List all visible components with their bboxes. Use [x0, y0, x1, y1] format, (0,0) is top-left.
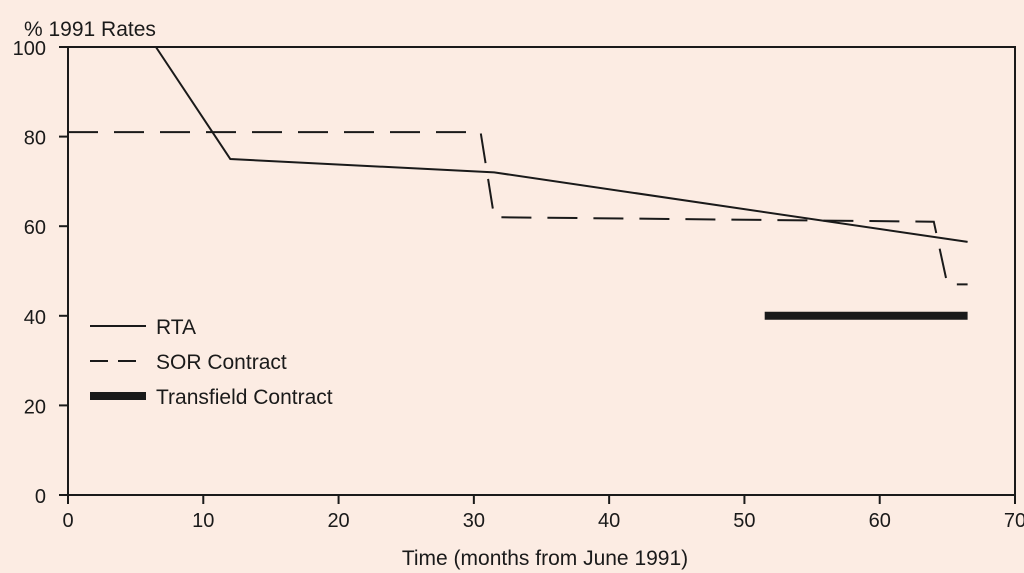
- x-tick-label: 0: [62, 510, 73, 532]
- y-tick-label: 0: [35, 486, 46, 508]
- x-axis-title: Time (months from June 1991): [402, 547, 688, 570]
- x-tick-label: 30: [463, 510, 485, 532]
- y-tick-label: 60: [24, 217, 46, 239]
- legend: RTA SOR Contract Transfield Contract: [90, 316, 333, 409]
- x-tick-label: 40: [598, 510, 620, 532]
- legend-label-transfield-contract: Transfield Contract: [156, 386, 333, 409]
- y-tick-label: 100: [13, 38, 46, 60]
- y-tick-label: 40: [24, 307, 46, 329]
- y-tick-label: 80: [24, 128, 46, 150]
- x-tick-label: 20: [327, 510, 349, 532]
- x-tick-label: 60: [869, 510, 891, 532]
- series-line-rta: [155, 46, 968, 243]
- legend-label-rta: RTA: [156, 316, 196, 339]
- x-tick-label: 50: [733, 510, 755, 532]
- series-line-sor-contract: [68, 131, 968, 286]
- x-axis-ticks: 0 10 20 30 40 50 60 70: [62, 495, 1024, 532]
- legend-label-sor-contract: SOR Contract: [156, 351, 287, 374]
- plot-frame: [67, 46, 1016, 496]
- series-layer: [68, 46, 968, 320]
- y-axis-title: % 1991 Rates: [24, 18, 156, 41]
- y-tick-label: 20: [24, 396, 46, 418]
- x-tick-label: 10: [192, 510, 214, 532]
- x-tick-label: 70: [1004, 510, 1024, 532]
- y-axis-ticks: 0 20 40 60 80 100: [13, 38, 68, 508]
